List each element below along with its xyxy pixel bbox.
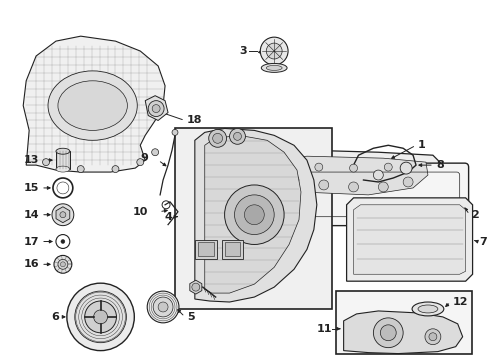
Circle shape (60, 212, 66, 218)
Text: 8: 8 (435, 160, 443, 170)
Circle shape (158, 302, 168, 312)
Text: 12: 12 (452, 297, 468, 307)
Bar (56, 151, 70, 169)
Circle shape (208, 129, 226, 147)
Polygon shape (145, 96, 168, 121)
Circle shape (233, 132, 241, 140)
Circle shape (61, 239, 65, 243)
Ellipse shape (48, 71, 137, 140)
Polygon shape (254, 150, 442, 198)
Polygon shape (204, 135, 300, 293)
Text: 13: 13 (23, 155, 39, 165)
Circle shape (318, 180, 328, 190)
Circle shape (77, 166, 84, 172)
Ellipse shape (265, 66, 282, 71)
Ellipse shape (417, 305, 437, 313)
Polygon shape (23, 36, 165, 172)
Polygon shape (189, 280, 202, 294)
Circle shape (148, 101, 164, 117)
Circle shape (52, 204, 74, 226)
Circle shape (84, 301, 116, 333)
Circle shape (137, 159, 143, 166)
Polygon shape (194, 129, 316, 302)
Text: 4: 4 (164, 212, 172, 222)
Circle shape (384, 163, 391, 171)
Polygon shape (343, 311, 462, 354)
Circle shape (399, 162, 411, 174)
Circle shape (260, 37, 287, 65)
Text: 15: 15 (23, 183, 39, 193)
Text: 6: 6 (51, 312, 59, 322)
Text: 10: 10 (133, 207, 148, 217)
Ellipse shape (411, 302, 443, 316)
Circle shape (42, 159, 49, 166)
Bar (194, 239, 216, 259)
Text: 16: 16 (23, 259, 39, 269)
Circle shape (373, 170, 383, 180)
Circle shape (314, 163, 322, 171)
Bar (224, 243, 240, 256)
Circle shape (229, 129, 245, 144)
Circle shape (428, 333, 436, 341)
Circle shape (244, 205, 264, 225)
Circle shape (234, 195, 274, 235)
Polygon shape (269, 156, 427, 195)
Text: 11: 11 (316, 324, 331, 334)
Text: 3: 3 (239, 46, 247, 56)
Polygon shape (346, 198, 471, 281)
Text: 14: 14 (23, 210, 39, 220)
Circle shape (224, 185, 284, 244)
Circle shape (191, 283, 200, 291)
Text: 9: 9 (140, 153, 148, 163)
Bar (175, 129, 331, 309)
Circle shape (380, 325, 395, 341)
Circle shape (424, 329, 440, 345)
Circle shape (373, 318, 402, 348)
Circle shape (54, 255, 72, 273)
Text: 17: 17 (23, 237, 39, 247)
Circle shape (212, 133, 222, 143)
Circle shape (75, 291, 126, 343)
Text: 7: 7 (479, 237, 486, 247)
Circle shape (58, 259, 68, 269)
Circle shape (112, 166, 119, 172)
Circle shape (153, 297, 173, 317)
Bar (221, 239, 243, 259)
Ellipse shape (56, 148, 70, 154)
Bar (335, 291, 470, 354)
FancyBboxPatch shape (247, 163, 468, 226)
Text: 18: 18 (186, 116, 202, 126)
Circle shape (94, 310, 107, 324)
Circle shape (265, 43, 282, 59)
Circle shape (147, 291, 179, 323)
Circle shape (348, 182, 358, 192)
Ellipse shape (56, 166, 70, 172)
Circle shape (349, 164, 357, 172)
Circle shape (172, 129, 178, 135)
Circle shape (288, 175, 298, 185)
Text: 2: 2 (470, 210, 478, 220)
Text: 5: 5 (186, 312, 194, 322)
Bar (198, 243, 213, 256)
Polygon shape (56, 207, 70, 222)
Circle shape (280, 161, 287, 169)
Circle shape (402, 177, 412, 187)
Polygon shape (353, 205, 465, 274)
Text: 1: 1 (417, 140, 425, 150)
Ellipse shape (261, 63, 286, 72)
Ellipse shape (58, 81, 127, 130)
Circle shape (67, 283, 134, 351)
Circle shape (152, 105, 160, 113)
Circle shape (151, 149, 158, 156)
Circle shape (378, 182, 387, 192)
Circle shape (61, 262, 65, 267)
